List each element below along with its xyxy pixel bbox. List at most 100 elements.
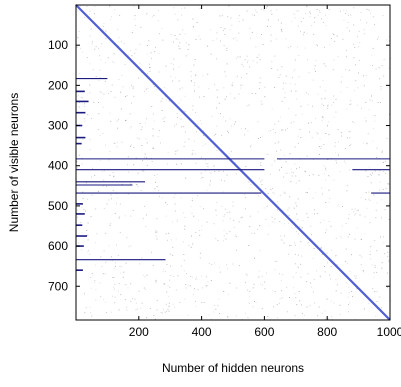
sparse-point	[168, 306, 170, 308]
sparse-point	[206, 189, 208, 191]
sparse-point	[80, 96, 82, 98]
sparse-point	[223, 87, 225, 89]
sparse-point	[113, 277, 115, 278]
sparse-point	[197, 195, 199, 197]
sparse-point	[188, 138, 190, 140]
sparse-point	[76, 216, 78, 218]
sparse-point	[125, 120, 126, 122]
sparse-point	[279, 169, 280, 171]
sparse-point	[259, 137, 261, 138]
sparse-point	[262, 284, 263, 286]
sparse-point	[365, 101, 367, 103]
sparse-point	[202, 176, 204, 178]
sparse-point	[85, 182, 87, 184]
sparse-point	[355, 275, 357, 277]
sparse-point	[175, 150, 177, 152]
sparse-point	[87, 251, 89, 253]
sparse-point	[371, 264, 373, 266]
sparse-point	[353, 43, 355, 45]
sparse-point	[103, 170, 105, 172]
sparse-point	[289, 196, 291, 198]
sparse-point	[376, 301, 378, 302]
sparse-point	[90, 277, 92, 278]
sparse-point	[374, 120, 376, 122]
sparse-point	[168, 232, 170, 234]
sparse-point	[149, 66, 150, 68]
sparse-point	[127, 193, 129, 195]
sparse-point	[111, 84, 113, 86]
sparse-point	[296, 168, 297, 170]
sparse-point	[278, 141, 280, 142]
sparse-point	[238, 221, 240, 223]
sparse-point	[178, 66, 180, 68]
sparse-point	[321, 116, 323, 118]
sparse-point	[129, 113, 131, 115]
sparse-point	[84, 312, 86, 314]
sparse-point	[95, 76, 97, 78]
sparse-point	[113, 288, 115, 290]
sparse-point	[376, 291, 378, 293]
sparse-point	[201, 275, 203, 277]
sparse-point	[183, 126, 185, 128]
sparse-point	[91, 315, 93, 317]
sparse-point	[129, 127, 131, 129]
sparse-point	[134, 15, 136, 17]
sparse-point	[272, 191, 274, 193]
sparse-point	[99, 69, 101, 71]
sparse-point	[258, 54, 260, 56]
sparse-point	[285, 38, 287, 40]
sparse-point	[325, 169, 327, 171]
sparse-point	[321, 313, 323, 314]
sparse-point	[303, 18, 305, 19]
sparse-point	[280, 149, 282, 151]
sparse-point	[108, 159, 110, 161]
sparse-point	[254, 257, 255, 259]
sparse-point	[158, 33, 160, 35]
sparse-point	[288, 215, 290, 216]
sparse-point	[374, 115, 376, 117]
sparse-point	[126, 306, 128, 308]
sparse-point	[340, 235, 342, 237]
sparse-point	[103, 208, 105, 209]
sparse-point	[245, 208, 246, 210]
sparse-point	[226, 50, 228, 51]
sparse-point	[281, 239, 283, 241]
sparse-point	[288, 253, 290, 255]
sparse-point	[387, 287, 388, 289]
sparse-point	[235, 315, 237, 317]
sparse-point	[187, 314, 189, 316]
sparse-point	[304, 314, 305, 316]
sparse-point	[374, 264, 376, 266]
sparse-point	[117, 290, 119, 292]
sparse-point	[79, 73, 81, 75]
sparse-point	[256, 62, 258, 64]
sparse-point	[267, 19, 269, 21]
sparse-point	[314, 17, 316, 19]
sparse-point	[119, 232, 121, 233]
sparse-point	[228, 132, 229, 134]
sparse-point	[82, 198, 84, 199]
sparse-point	[339, 171, 341, 173]
sparse-point	[365, 170, 367, 172]
sparse-point	[118, 283, 120, 285]
sparse-point	[194, 75, 196, 77]
sparse-point	[319, 275, 321, 277]
sparse-point	[176, 113, 178, 114]
sparse-point	[109, 224, 111, 226]
sparse-point	[374, 266, 376, 268]
sparse-point	[265, 188, 267, 189]
sparse-point	[245, 281, 246, 283]
sparse-point	[372, 288, 374, 289]
sparse-point	[365, 199, 367, 201]
sparse-point	[351, 254, 352, 256]
sparse-point	[210, 280, 212, 281]
sparse-point	[347, 21, 349, 23]
sparse-point	[222, 220, 224, 222]
y-tick-label: 300	[48, 119, 68, 133]
sparse-point	[78, 106, 80, 108]
sparse-point	[102, 25, 104, 27]
sparse-point	[195, 112, 197, 113]
x-tick-label: 600	[254, 325, 274, 339]
sparse-point	[213, 223, 215, 225]
sparse-point	[294, 226, 296, 228]
